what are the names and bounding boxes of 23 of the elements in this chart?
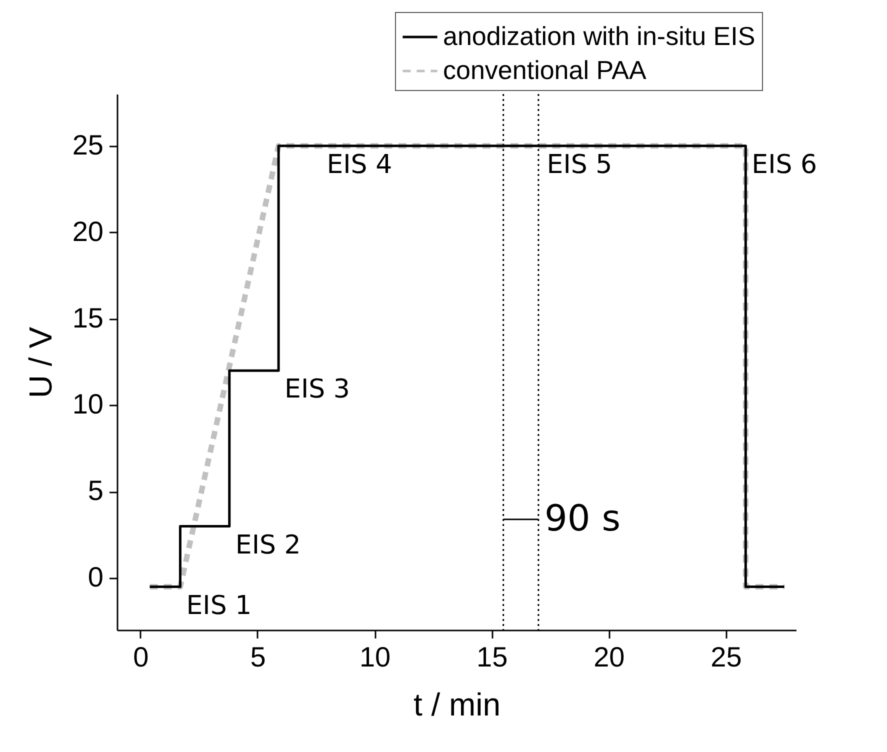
x-tick-label: 5 [250, 642, 266, 672]
annotation: EIS 3 [284, 374, 350, 405]
y-axis-title: U / V [22, 326, 58, 398]
annotation: EIS 1 [186, 590, 252, 621]
y-tick-label: 5 [88, 475, 104, 506]
x-axis-title: t / min [413, 686, 501, 722]
x-tick-label: 20 [594, 642, 625, 672]
y-tick-label: 0 [88, 562, 104, 593]
y-tick-label: 15 [72, 302, 104, 334]
x-tick-label: 10 [359, 642, 391, 672]
x-tick-label: 0 [133, 642, 149, 672]
annotation: EIS 4 [326, 150, 392, 180]
annotation: EIS 2 [235, 530, 301, 560]
annotation: EIS 5 [546, 150, 612, 180]
legend-label: anodization with in-situ EIS [443, 21, 756, 51]
y-tick-label: 25 [72, 129, 104, 160]
x-tick-label: 25 [710, 642, 742, 672]
y-tick-label: 20 [72, 216, 104, 247]
annotation: 90 s [544, 498, 620, 540]
legend-label: conventional PAA [443, 55, 647, 85]
x-tick-label: 15 [476, 642, 508, 672]
y-tick-label: 10 [72, 388, 104, 420]
annotation: EIS 6 [752, 150, 818, 180]
